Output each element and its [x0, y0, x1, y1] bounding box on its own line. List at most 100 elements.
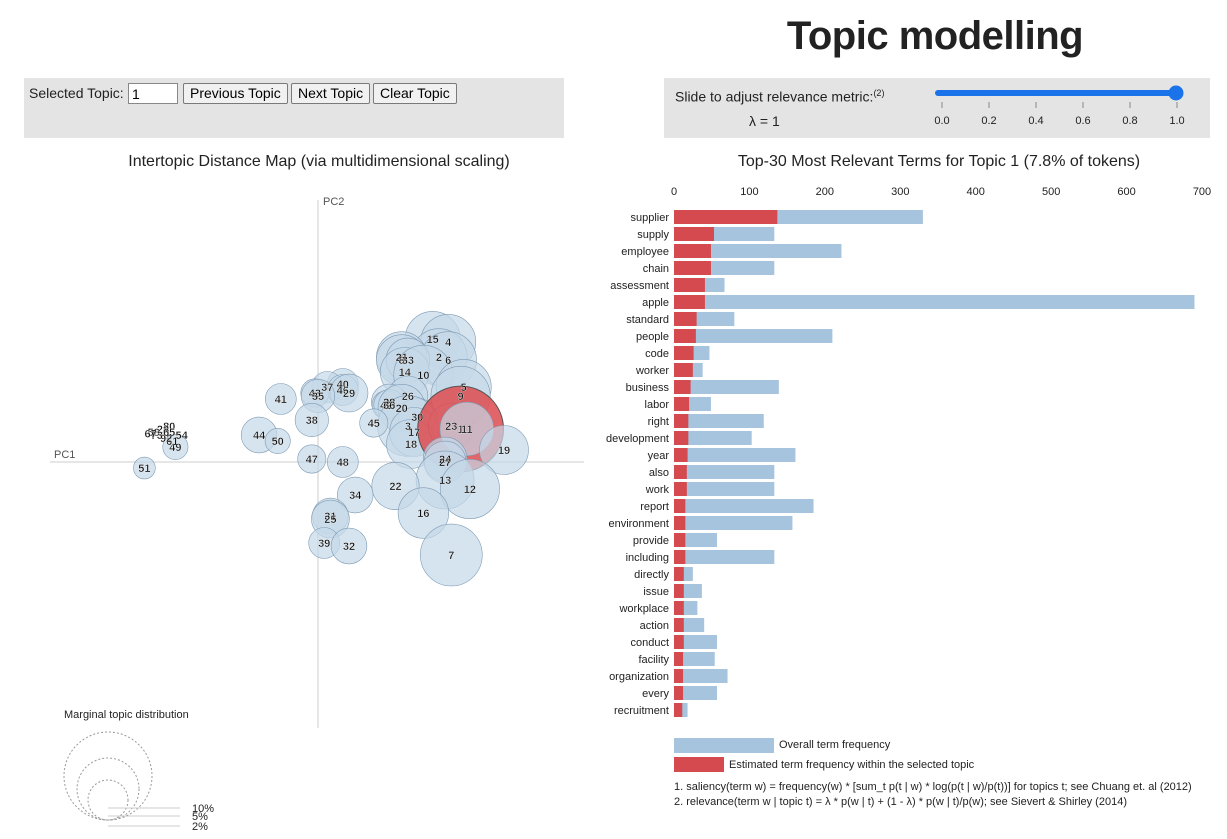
- term-label: also: [649, 467, 669, 479]
- term-label: year: [648, 450, 670, 462]
- overall-frequency-bar: [674, 448, 796, 462]
- topic-label: 27: [439, 457, 451, 469]
- term-label: every: [642, 688, 669, 700]
- slider-tick-label: 0.4: [1028, 115, 1043, 127]
- overall-frequency-bar: [674, 329, 833, 343]
- topic-label: 43: [309, 388, 321, 400]
- topic-frequency-bar: [674, 363, 693, 377]
- topic-circle: [265, 383, 297, 415]
- term-label: supply: [637, 229, 669, 241]
- overall-frequency-bar: [674, 652, 715, 666]
- page-title: Topic modelling: [786, 14, 1084, 58]
- footnote-saliency: 1. saliency(term w) = frequency(w) * [su…: [674, 781, 1192, 793]
- topic-label: 30: [411, 412, 423, 424]
- topic-frequency-bar: [674, 635, 684, 649]
- term-label: work: [645, 484, 670, 496]
- previous-topic-button[interactable]: Previous Topic: [183, 83, 288, 104]
- term-label: recruitment: [614, 705, 669, 717]
- topic-label: 21: [396, 352, 408, 364]
- relevance-slider-label-text: Slide to adjust relevance metric:: [675, 88, 874, 105]
- term-label: chain: [643, 263, 669, 275]
- legend-topic-swatch: [674, 757, 724, 772]
- overall-frequency-bar: [674, 669, 728, 683]
- topic-frequency-bar: [674, 482, 687, 496]
- term-label: conduct: [630, 637, 669, 649]
- topic-frequency-bar: [674, 244, 711, 258]
- topic-label: 50: [272, 436, 284, 448]
- topic-label: 13: [439, 475, 451, 487]
- relevance-slider[interactable]: 0.0 0.2 0.4 0.6 0.8 1.0: [925, 80, 1195, 130]
- selected-topic-label: Selected Topic:: [29, 85, 124, 101]
- topic-label: 39: [318, 538, 330, 550]
- term-label: assessment: [610, 280, 669, 292]
- overall-frequency-bar: [674, 482, 775, 496]
- topic-frequency-bar: [674, 567, 684, 581]
- topic-label: 61: [166, 436, 178, 448]
- slider-handle[interactable]: [1168, 85, 1184, 101]
- topic-frequency-bar: [674, 550, 686, 564]
- topic-label: 80: [163, 421, 175, 433]
- term-label: worker: [635, 365, 669, 377]
- topic-label: 34: [349, 490, 362, 502]
- topic-circle: [297, 444, 327, 474]
- x-tick-label: 600: [1117, 186, 1135, 198]
- topic-label: 44: [253, 430, 266, 442]
- term-label: report: [640, 501, 669, 513]
- topic-circle: [264, 428, 291, 454]
- topic-frequency-bar: [674, 584, 684, 598]
- term-label: labor: [645, 399, 670, 411]
- topic-label: 58: [148, 427, 160, 439]
- topic-label: 51: [138, 463, 150, 475]
- next-topic-button[interactable]: Next Topic: [291, 83, 371, 104]
- x-tick-label: 300: [891, 186, 909, 198]
- topic-label: 35: [312, 391, 324, 403]
- topic-frequency-bar: [674, 686, 684, 700]
- topic-frequency-bar: [674, 380, 691, 394]
- topic-frequency-bar: [674, 652, 684, 666]
- selected-topic-input[interactable]: [128, 83, 178, 104]
- topic-label: 3: [405, 421, 411, 433]
- topic-label: 42: [380, 400, 392, 412]
- topic-frequency-bar: [674, 516, 686, 530]
- legend-topic-label: Estimated term frequency within the sele…: [729, 759, 975, 771]
- topic-label: 1: [458, 424, 464, 436]
- topic-label: 49: [169, 442, 181, 454]
- topic-circle: [294, 402, 329, 438]
- legend-overall-label: Overall term frequency: [779, 739, 891, 751]
- relevance-control-panel: [664, 78, 1210, 138]
- topic-label: 6: [445, 355, 451, 367]
- topic-label: 46: [337, 385, 349, 397]
- marginal-legend-circle: [87, 779, 129, 821]
- topic-circle: [327, 446, 359, 478]
- relevant-terms-bar-chart: 0 100 200 300 400 500 600 700 supplier supply empl…: [606, 186, 1211, 772]
- marginal-legend-size-label: 10%: [192, 803, 214, 815]
- topic-frequency-bar: [674, 601, 684, 615]
- term-label: action: [640, 620, 669, 632]
- term-label: organization: [609, 671, 669, 683]
- topic-label: 37: [321, 382, 333, 394]
- topic-circle: [133, 456, 156, 480]
- term-label: provide: [633, 535, 669, 547]
- relevant-terms-title: Top-30 Most Relevant Terms for Topic 1 (…: [737, 153, 1141, 170]
- topic-label: 41: [275, 394, 287, 406]
- term-label: code: [645, 348, 669, 360]
- term-label: development: [606, 433, 669, 445]
- clear-topic-button[interactable]: Clear Topic: [373, 83, 457, 104]
- topic-label: 23: [445, 421, 457, 433]
- footnote-relevance: 2. relevance(term w | topic t) = λ * p(w…: [674, 796, 1127, 808]
- topic-label: 40: [337, 379, 349, 391]
- topic-frequency-bar: [674, 397, 690, 411]
- topic-label: 36: [383, 400, 395, 412]
- topic-frequency-bar: [674, 465, 687, 479]
- pc2-axis-label: PC2: [323, 196, 344, 208]
- x-tick-label: 700: [1193, 186, 1211, 198]
- topic-label: 92: [160, 433, 172, 445]
- overall-frequency-bar: [674, 686, 717, 700]
- topic-circle: [330, 527, 368, 565]
- topic-label: 12: [464, 484, 476, 496]
- topic-frequency-bar: [674, 295, 705, 309]
- topic-label: 73: [151, 430, 163, 442]
- topic-frequency-bar: [674, 346, 694, 360]
